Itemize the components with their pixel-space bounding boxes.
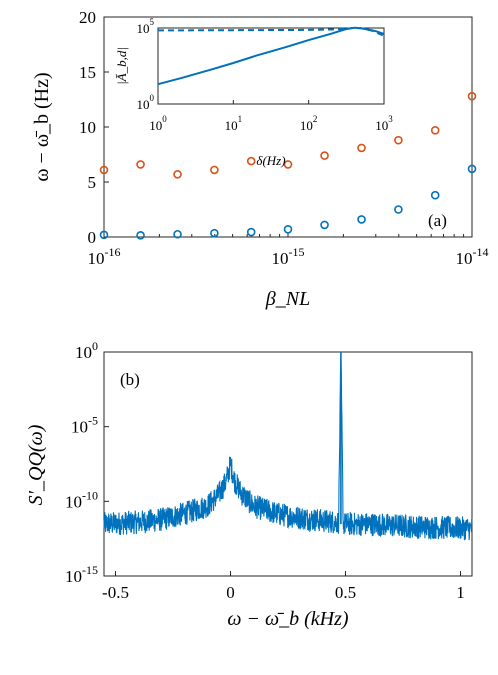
panel-a-point-series1	[210, 165, 219, 175]
inset-xtick-label: 102	[300, 114, 318, 133]
panel-a-point-series1	[173, 170, 182, 179]
inset-xtick-label: 100	[149, 114, 167, 133]
panel-a-point-series2	[467, 164, 477, 174]
panel-a-point-series1	[394, 135, 403, 145]
panel-a-point-series2	[320, 220, 329, 230]
panel-b-frame	[103, 351, 473, 577]
panel-a-point-series1	[283, 160, 293, 169]
panel-b: -0.5 0 0.5 1 100 10-5 10-10 10-15 ω − ω̄_b (kH…	[25, 339, 473, 630]
panel-a-point-series1	[246, 156, 256, 166]
panel-b-xtick-label: 0.5	[335, 583, 356, 602]
inset-frame	[157, 27, 385, 105]
inset-ylabel: |Ā_b,d|	[114, 47, 129, 85]
panel-a-ytick-label: 10	[79, 118, 96, 137]
panel-a-ytick-label: 20	[79, 8, 96, 27]
panel-a-ytick-label: 0	[88, 228, 97, 247]
inset-xtick-label: 101	[225, 114, 243, 133]
inset-ytick-label: 105	[137, 17, 155, 36]
panel-a-point-series2	[246, 227, 256, 237]
panel-a-xtick-label: 10-16	[88, 245, 121, 268]
inset-ytick-label: 100	[137, 93, 155, 112]
panel-a-xtick-label: 10-14	[456, 245, 489, 268]
panel-a-point-series1	[430, 126, 440, 135]
panel-a-ytick-label: 5	[88, 173, 97, 192]
panel-b-ytick-label: 100	[75, 339, 98, 362]
panel-a-xlabel: β_NL	[265, 288, 310, 310]
panel-a-ylabel: ω − ω̄_b (Hz)	[31, 72, 53, 181]
panel-a-point-series2	[210, 228, 219, 238]
inset-xtick-label: 103	[375, 114, 393, 133]
panel-a-xtick-label: 10-15	[272, 245, 305, 268]
panel-b-ytick-label: 10-15	[65, 563, 98, 586]
panel-b-xtick-label: 1	[456, 583, 465, 602]
panel-b-label: (b)	[120, 370, 140, 389]
panel-a-point-series1	[320, 151, 329, 160]
panel-b-xlabel: ω − ω̄_b (kHz)	[227, 608, 349, 630]
panel-b-ytick-label: 10-5	[71, 414, 98, 437]
panel-a-label: (a)	[428, 211, 447, 230]
panel-b-xtick-label: -0.5	[102, 583, 129, 602]
panel-b-ylabel: S′_QQ(ω)	[25, 424, 47, 505]
panel-a-point-series1	[136, 160, 145, 169]
panel-a-point-series1	[467, 91, 477, 101]
panel-b-ytick-label: 10-10	[65, 488, 98, 511]
panel-a-point-series2	[136, 231, 145, 240]
panel-a-point-series1	[99, 165, 109, 175]
inset: 100 101 102 103 100 105 δ(Hz) |Ā_b,d|	[114, 17, 393, 168]
panel-a-point-series2	[357, 215, 366, 224]
inset-line-dashed	[157, 26, 385, 37]
panel-b-spectrum-line	[103, 356, 473, 541]
panel-a-point-series2	[283, 225, 293, 234]
inset-xlabel: δ(Hz)	[256, 153, 285, 168]
panel-a-point-series2	[394, 205, 403, 214]
panel-a-point-series2	[173, 229, 182, 239]
panel-a-ytick-label: 15	[79, 63, 96, 82]
panel-a-point-series2	[99, 230, 109, 240]
panel-a-point-series1	[357, 143, 366, 153]
panel-a-point-series2	[430, 190, 440, 200]
panel-b-xtick-label: 0	[226, 583, 235, 602]
